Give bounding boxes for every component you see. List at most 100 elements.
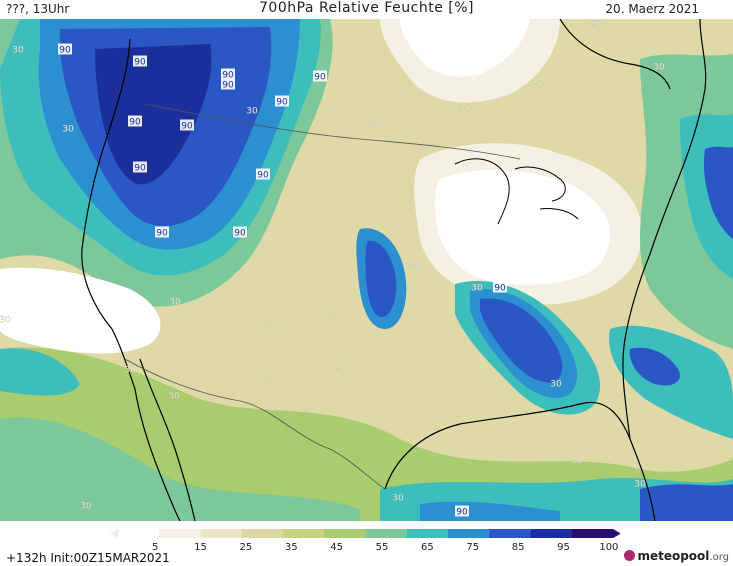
contour-label-text: 90 — [276, 98, 288, 108]
contour-label-text: 90 — [222, 81, 234, 91]
valid-time-label: ???, 13Uhr — [6, 2, 70, 16]
map-header: ???, 13Uhr 700hPa Relative Feuchte [%] 2… — [0, 0, 733, 20]
humidity-zone — [0, 267, 161, 354]
contour-label: 90 — [256, 168, 270, 181]
contour-label-text: 90 — [456, 508, 468, 518]
contour-label-text: 30 — [471, 284, 483, 294]
contour-label: 30 — [570, 456, 582, 466]
scale-tick-label: 75 — [466, 542, 479, 553]
logo-icon — [624, 550, 636, 561]
contour-label: 90 — [133, 161, 147, 174]
scale-swatch — [489, 529, 531, 538]
contour-label-text: 30 — [367, 121, 379, 131]
contour-label-text: 30 — [392, 494, 404, 504]
contour-label: 90 — [221, 78, 235, 91]
contour-label: 90 — [133, 55, 147, 68]
contour-label-text: 30 — [459, 104, 471, 114]
scale-tick-label: 100 — [599, 542, 618, 553]
contour-label-text: 90 — [156, 229, 168, 239]
lakes — [454, 158, 579, 225]
color-scale: 5 15 25 35 45 55 65 75 85 95 100 — [110, 529, 620, 553]
gulf-coastline — [384, 401, 656, 521]
great-lakes — [454, 158, 579, 225]
contour-label-text: 30 — [634, 480, 646, 490]
scale-tick-label: 25 — [240, 542, 253, 553]
contour-label-text: 30 — [550, 380, 562, 390]
contour-label: 30 — [324, 315, 336, 326]
humidity-zone — [365, 240, 397, 317]
meteopool-logo[interactable]: meteopool.org — [624, 549, 729, 563]
contour-label-text: 30 — [169, 298, 181, 308]
scale-swatch — [159, 529, 201, 538]
contour-label-text: 30 — [409, 262, 421, 272]
contour-label: 30 — [471, 283, 483, 294]
contour-label: 30 — [531, 80, 543, 90]
weather-map: 90 90 90 90 90 90 90 90 90 90 90 90 90 90 30 30 30 30 30 30… — [0, 19, 733, 521]
contour-label: 90 — [221, 68, 235, 81]
scale-tick-label: 5 — [152, 542, 158, 553]
contour-label-text: 30 — [324, 316, 336, 326]
contour-label-text: 30 — [263, 378, 275, 388]
contour-label: 90 — [128, 115, 142, 128]
humidity-zone — [480, 298, 563, 383]
contour-label: 30 — [80, 501, 92, 511]
contour-label: 30 — [265, 318, 277, 329]
contour-label: 90 — [233, 226, 247, 239]
contour-label: 30 — [392, 493, 404, 504]
valid-date-label: 20. Maerz 2021 — [605, 2, 699, 16]
humidity-zone — [704, 146, 733, 239]
contour-label: 90 — [155, 226, 169, 239]
contour-label: 30 — [459, 103, 471, 114]
contour-label-text: 90 — [257, 171, 269, 181]
map-title: 700hPa Relative Feuchte [%] — [259, 0, 474, 16]
contour-label-text: 30 — [0, 316, 11, 326]
west-coastline — [81, 38, 181, 521]
contour-label-text: 30 — [653, 63, 665, 73]
contour-label-text: 30 — [124, 366, 136, 376]
humidity-zone — [435, 169, 610, 285]
contour-label: 30 — [409, 261, 421, 272]
contour-label: 30 — [62, 124, 74, 134]
scale-tick-label: 55 — [376, 542, 389, 553]
contour-label-text: 90 — [314, 73, 326, 83]
scale-swatch — [283, 529, 325, 538]
scale-swatch — [241, 529, 284, 538]
scale-swatch — [118, 529, 160, 538]
borders — [124, 103, 521, 490]
contour-label-text: 30 — [334, 365, 346, 375]
contour-label: 90 — [493, 281, 507, 294]
contour-label-text: 30 — [12, 46, 24, 56]
contour-label: 30 — [626, 184, 638, 194]
contour-label-text: 90 — [234, 229, 246, 239]
contour-label-text: 90 — [181, 122, 193, 132]
contour-label: 30 — [169, 297, 181, 308]
scale-swatch — [406, 529, 449, 538]
contour-label-text: 30 — [246, 107, 258, 117]
contour-label: 30 — [334, 364, 346, 375]
contour-label: 30 — [246, 106, 258, 117]
scale-swatch — [571, 529, 614, 538]
init-time-label: +132h Init:00Z15MAR2021 — [6, 551, 170, 565]
scale-arrow-left — [110, 529, 118, 538]
humidity-zone — [400, 19, 530, 77]
contour-label: 30 — [653, 62, 665, 73]
humidity-zone — [0, 417, 360, 521]
contour-label: 30 — [124, 365, 136, 376]
contour-label-text: 90 — [222, 71, 234, 81]
hudson-coast — [559, 19, 671, 90]
contour-label-text: 30 — [265, 319, 277, 329]
east-coastline — [622, 19, 707, 440]
scale-tick-label: 65 — [421, 542, 434, 553]
contour-label: 30 — [550, 379, 562, 390]
contour-label: 90 — [180, 119, 194, 132]
contour-label: 30 — [168, 391, 180, 401]
contour-label-text: 90 — [494, 284, 506, 294]
scale-swatch — [448, 529, 490, 538]
contour-label-text: 30 — [590, 21, 602, 31]
contour-label: 90 — [58, 43, 72, 56]
map-footer: 5 15 25 35 45 55 65 75 85 95 100 +132h Init:00Z15M… — [0, 521, 733, 566]
us-mexico-border — [124, 358, 386, 490]
scale-arrow-right — [613, 529, 620, 538]
